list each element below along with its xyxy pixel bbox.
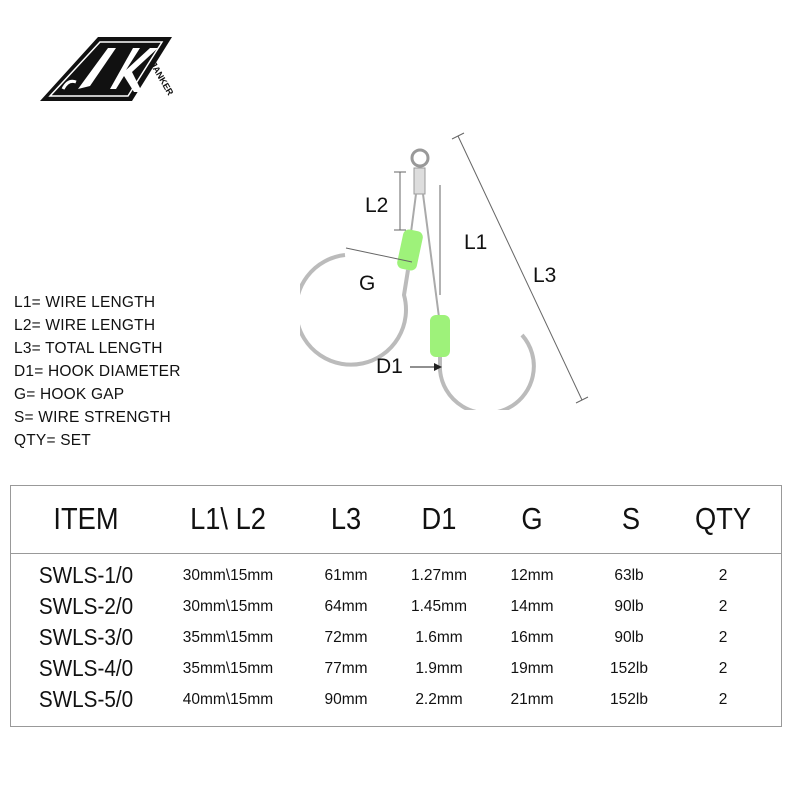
table-row: SWLS-4/0 35mm\15mm 77mm 1.9mm 19mm 152lb 2 [11, 655, 781, 686]
label-d1: D1 [376, 355, 403, 378]
cell-g: 21mm [510, 691, 554, 708]
cell-item: SWLS-2/0 [38, 593, 134, 619]
label-l1: L1 [464, 231, 488, 254]
cell-l3: 61mm [324, 567, 368, 584]
cell-d1: 1.45mm [411, 598, 467, 615]
header-item: ITEM [53, 501, 119, 536]
cell-item: SWLS-4/0 [38, 655, 134, 681]
cell-g: 14mm [510, 598, 554, 615]
hook-diagram [300, 132, 589, 410]
header-s: S [621, 501, 641, 536]
cell-s: 152lb [610, 660, 648, 677]
header-l3: L3 [330, 501, 362, 536]
legend: L1= WIRE LENGTH L2= WIRE LENGTH L3= TOTA… [14, 291, 181, 452]
cell-l1-l2: 35mm\15mm [182, 660, 274, 677]
label-g: G [359, 272, 376, 295]
cell-qty: 2 [718, 691, 728, 708]
cell-g: 19mm [510, 660, 554, 677]
table-row: SWLS-1/0 30mm\15mm 61mm 1.27mm 12mm 63lb 2 [11, 562, 781, 593]
cell-d1: 1.6mm [415, 629, 463, 646]
cell-s: 90lb [614, 629, 644, 646]
legend-item: S= WIRE STRENGTH [14, 409, 171, 426]
legend-item: G= HOOK GAP [14, 386, 125, 403]
header-qty: QTY [694, 501, 752, 536]
cell-qty: 2 [718, 660, 728, 677]
spec-table: ITEM L1\ L2 L3 D1 G S QTY SWLS-1/0 30mm\15mm 61mm… [10, 485, 782, 727]
label-l3: L3 [533, 264, 557, 287]
legend-item: D1= HOOK DIAMETER [14, 363, 181, 380]
cell-g: 16mm [510, 629, 554, 646]
cell-qty: 2 [718, 598, 728, 615]
cell-l3: 90mm [324, 691, 368, 708]
table-row: SWLS-3/0 35mm\15mm 72mm 1.6mm 16mm 90lb 2 [11, 624, 781, 655]
cell-item: SWLS-3/0 [38, 624, 134, 650]
legend-item: QTY= SET [14, 432, 91, 449]
label-l2: L2 [365, 194, 389, 217]
cell-d1: 2.2mm [415, 691, 463, 708]
table-row: SWLS-2/0 30mm\15mm 64mm 1.45mm 14mm 90lb 2 [11, 593, 781, 624]
legend-item: L1= WIRE LENGTH [14, 294, 156, 311]
cell-l3: 72mm [324, 629, 368, 646]
svg-text:JANKER: JANKER [148, 60, 175, 97]
cell-l1-l2: 30mm\15mm [182, 598, 274, 615]
cell-item: SWLS-5/0 [38, 686, 134, 712]
cell-l1-l2: 30mm\15mm [182, 567, 274, 584]
legend-item: L2= WIRE LENGTH [14, 317, 156, 334]
table-header [11, 486, 781, 554]
cell-s: 90lb [614, 598, 644, 615]
cell-g: 12mm [510, 567, 554, 584]
cell-item: SWLS-1/0 [38, 562, 134, 588]
header-l1-l2: L1\ L2 [190, 501, 266, 536]
janker-logo: JANKER [40, 37, 176, 101]
cell-l3: 64mm [324, 598, 368, 615]
cell-l1-l2: 35mm\15mm [182, 629, 274, 646]
cell-s: 63lb [614, 567, 644, 584]
cell-d1: 1.27mm [411, 567, 467, 584]
table-row: SWLS-5/0 40mm\15mm 90mm 2.2mm 21mm 152lb 2 [11, 686, 781, 717]
cell-qty: 2 [718, 629, 728, 646]
cell-d1: 1.9mm [415, 660, 463, 677]
cell-qty: 2 [718, 567, 728, 584]
cell-l3: 77mm [324, 660, 368, 677]
legend-item: L3= TOTAL LENGTH [14, 340, 163, 357]
header-g: G [521, 501, 543, 536]
cell-s: 152lb [610, 691, 648, 708]
header-d1: D1 [421, 501, 457, 536]
cell-l1-l2: 40mm\15mm [182, 691, 274, 708]
